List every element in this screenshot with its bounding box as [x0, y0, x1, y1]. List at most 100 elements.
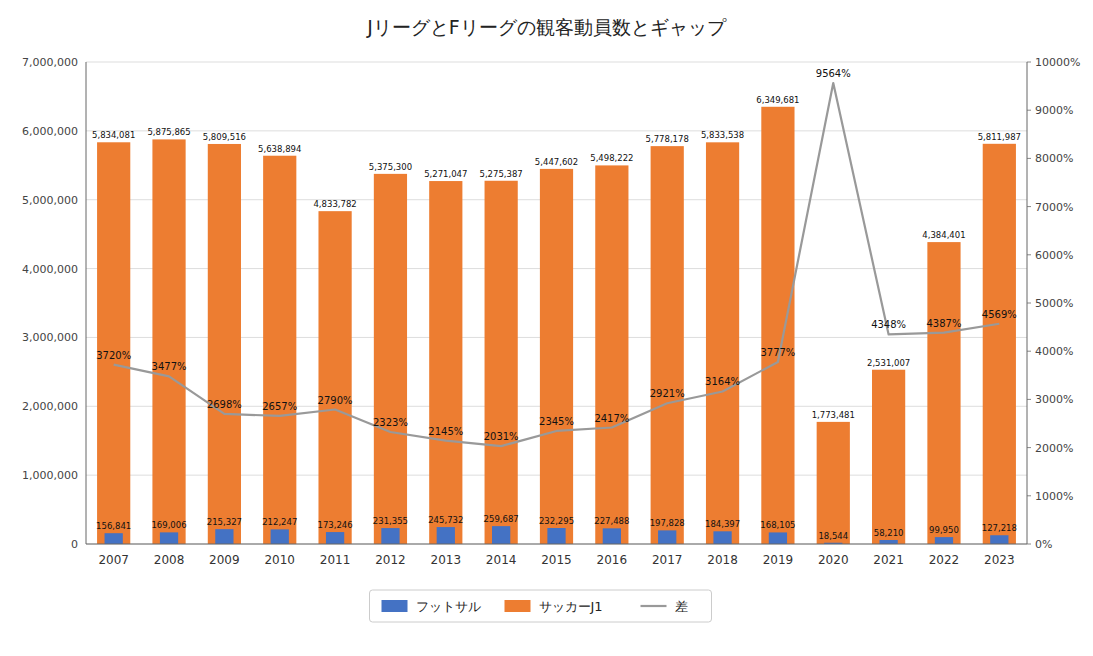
x-axis	[86, 544, 1027, 545]
bar	[271, 529, 289, 544]
y-tick-label: 1,000,000	[22, 469, 78, 482]
legend-frame	[370, 590, 712, 622]
y2-axis	[1027, 62, 1028, 544]
y2-tick-label: 0%	[1035, 538, 1052, 551]
x-tick-label: 2016	[597, 553, 628, 567]
legend-label: フットサル	[416, 599, 481, 614]
bar	[437, 527, 455, 544]
y2-tick	[1027, 447, 1031, 448]
line-label: 3164%	[705, 376, 740, 387]
bar-label: 173,246	[318, 520, 353, 530]
bar	[983, 144, 1016, 544]
bar-label: 6,349,681	[756, 95, 799, 105]
bar	[761, 107, 794, 544]
legend-swatch	[505, 600, 531, 612]
bar	[547, 528, 565, 544]
x-tick-label: 2014	[486, 553, 517, 567]
bar-label: 184,397	[705, 519, 740, 529]
chart: JリーグとFリーグの観客動員数とギャップ 0 1,000,000 2,000,000 3…	[0, 0, 1093, 656]
bar	[872, 370, 905, 544]
x-tick-label: 2017	[652, 553, 683, 567]
line-label: 3477%	[152, 361, 187, 372]
legend-label: 差	[675, 599, 688, 614]
bar	[160, 532, 178, 544]
line-label: 2698%	[207, 399, 242, 410]
y2-tick-label: 9000%	[1035, 104, 1073, 117]
line-label: 4569%	[982, 309, 1017, 320]
line-label: 9564%	[816, 68, 851, 79]
bar-label: 232,295	[539, 516, 574, 526]
line-label: 2657%	[262, 401, 297, 412]
legend-label: サッカーJ1	[539, 599, 603, 614]
bar	[152, 139, 185, 544]
y2-tick	[1027, 110, 1031, 111]
bar-label: 5,375,300	[369, 162, 412, 172]
line-label: 2790%	[318, 395, 353, 406]
bar-label: 5,811,987	[978, 132, 1021, 142]
x-tick-label: 2010	[264, 553, 295, 567]
bar	[595, 165, 628, 544]
bar-label: 5,271,047	[424, 169, 467, 179]
bar	[879, 540, 897, 544]
bar-label: 58,210	[874, 528, 904, 538]
x-tick-label: 2020	[818, 553, 849, 567]
bar	[215, 529, 233, 544]
bar-label: 5,809,516	[203, 132, 246, 142]
bar-label: 127,218	[982, 523, 1017, 533]
marks	[97, 83, 1016, 544]
data-labels: 156,841169,006215,327212,247173,246231,3…	[92, 68, 1021, 541]
bar-label: 18,544	[818, 531, 848, 541]
bar-label: 212,247	[262, 517, 297, 527]
y-tick-label: 2,000,000	[22, 400, 78, 413]
bar	[208, 144, 241, 544]
bar-label: 5,834,081	[92, 130, 135, 140]
x-tick-label: 2012	[375, 553, 406, 567]
y-tick-label: 4,000,000	[22, 263, 78, 276]
bar-label: 231,355	[373, 516, 408, 526]
line	[114, 83, 1000, 446]
y2-tick	[1027, 544, 1031, 545]
bar	[429, 181, 462, 544]
bar	[374, 174, 407, 544]
bar-label: 215,327	[207, 517, 242, 527]
legend-swatch	[641, 605, 667, 607]
y2-tick	[1027, 62, 1031, 63]
y2-tick	[1027, 351, 1031, 352]
bar-label: 5,275,387	[480, 169, 523, 179]
bar	[603, 528, 621, 544]
x-tick-label: 2013	[431, 553, 462, 567]
line-label: 2345%	[539, 416, 574, 427]
line-label: 4348%	[871, 319, 906, 330]
y2-tick-label: 2000%	[1035, 442, 1073, 455]
bar-label: 2,531,007	[867, 358, 910, 368]
y-tick-label: 7,000,000	[22, 56, 78, 69]
bar-label: 5,833,538	[701, 130, 744, 140]
x-tick-label: 2018	[707, 553, 738, 567]
grid-line	[86, 544, 1027, 545]
line-label: 2145%	[428, 426, 463, 437]
grid	[86, 62, 1027, 544]
y-tick-label: 0	[71, 538, 78, 551]
bar-label: 99,950	[929, 525, 959, 535]
line-label: 2921%	[650, 388, 685, 399]
line-label: 3720%	[96, 350, 131, 361]
bar-label: 156,841	[96, 521, 131, 531]
bar	[658, 530, 676, 544]
x-tick-label: 2007	[98, 553, 129, 567]
bar	[381, 528, 399, 544]
line-label: 2417%	[594, 413, 629, 424]
bar-label: 5,638,894	[258, 144, 301, 154]
bar-label: 197,828	[650, 518, 685, 528]
title: JリーグとFリーグの観客動員数とギャップ	[366, 16, 727, 38]
y-axis	[86, 62, 87, 544]
y2-tick	[1027, 303, 1031, 304]
bar	[927, 242, 960, 544]
bar	[713, 531, 731, 544]
line-label: 2323%	[373, 417, 408, 428]
bar	[97, 142, 130, 544]
line-label: 3777%	[760, 347, 795, 358]
y2-tick-label: 3000%	[1035, 393, 1073, 406]
x-tick-label: 2019	[763, 553, 794, 567]
grid-line	[86, 62, 1027, 63]
bar	[326, 532, 344, 544]
